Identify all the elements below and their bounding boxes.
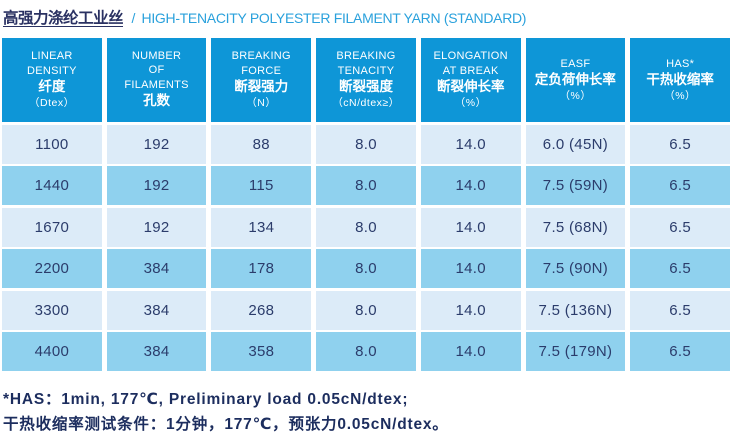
table-cell: 1440 [2, 166, 102, 205]
table-cell: 3300 [2, 290, 102, 330]
table-cell: 384 [106, 290, 207, 330]
table-cell: 14.0 [420, 166, 521, 205]
table-cell: 8.0 [316, 332, 416, 371]
table-cell: 8.0 [316, 166, 416, 205]
table-cell: 6.0 (45N) [525, 124, 626, 164]
column-header-en: HAS* [666, 57, 695, 70]
column-header-en: BREAKING TENACITY [336, 50, 396, 77]
footnote-chinese: 干热收缩率测试条件：1分钟，177℃，预张力0.05cN/dtex。 [3, 416, 449, 433]
column-header-en: NUMBER OF FILAMENTS [124, 50, 189, 91]
title-separator: / [131, 10, 136, 26]
column-header-unit: （%） [559, 89, 592, 102]
column-header-breaking-force: BREAKING FORCE 断裂强力 （N） [211, 38, 312, 122]
table-cell: 268 [211, 290, 312, 330]
table-cell: 6.5 [630, 290, 730, 330]
column-header-en: EASF [560, 57, 591, 70]
column-header-has: HAS* 干热收缩率 （%） [630, 38, 730, 122]
table-cell: 1670 [2, 207, 102, 247]
column-header-zh: 干热收缩率 [646, 71, 714, 87]
column-header-unit: （cN/dtex≥） [332, 96, 400, 109]
table-cell: 14.0 [420, 332, 521, 371]
column-header-number-of-filaments: NUMBER OF FILAMENTS 孔数 [106, 38, 207, 122]
column-header-zh: 断裂伸长率 [436, 79, 505, 95]
footnote-english: *HAS：1min, 177℃, Preliminary load 0.05cN… [3, 391, 409, 408]
table-cell: 384 [106, 332, 207, 371]
column-header-elongation-at-break: ELONGATION AT BREAK 断裂伸长率 （%） [420, 38, 521, 122]
table-cell: 1100 [2, 124, 102, 164]
column-header-zh: 断裂强力 [234, 79, 289, 95]
table-cell: 115 [211, 166, 312, 205]
table-cell: 8.0 [316, 249, 416, 288]
page-title: 高强力涤纶工业丝 / HIGH-TENACITY POLYESTER FILAM… [0, 0, 732, 28]
column-header-breaking-tenacity: BREAKING TENACITY 断裂强度 （cN/dtex≥） [316, 38, 416, 122]
column-header-en: LINEAR DENSITY [26, 50, 77, 77]
table-cell: 134 [211, 207, 312, 247]
table-cell: 14.0 [420, 249, 521, 288]
table-cell: 6.5 [630, 207, 730, 247]
table-cell: 8.0 [316, 207, 416, 247]
column-header-unit: （%） [664, 89, 697, 102]
title-english: HIGH-TENACITY POLYESTER FILAMENT YARN (S… [141, 10, 527, 26]
title-chinese: 高强力涤纶工业丝 [3, 10, 124, 27]
table-cell: 192 [106, 124, 207, 164]
table-cell: 358 [211, 332, 312, 371]
table-cell: 7.5 (90N) [525, 249, 626, 288]
spec-table: LINEAR DENSITY 纤度 （Dtex） NUMBER OF FILAM… [2, 38, 730, 371]
column-header-unit: （Dtex） [29, 96, 75, 109]
column-header-en: ELONGATION AT BREAK [433, 50, 508, 77]
table-cell: 192 [106, 207, 207, 247]
table-cell: 14.0 [420, 290, 521, 330]
footnotes: *HAS：1min, 177℃, Preliminary load 0.05cN… [3, 387, 732, 437]
table-cell: 6.5 [630, 124, 730, 164]
table-cell: 2200 [2, 249, 102, 288]
table-cell: 4400 [2, 332, 102, 371]
column-header-en: BREAKING FORCE [231, 50, 291, 77]
column-header-zh: 纤度 [38, 79, 66, 95]
table-cell: 8.0 [316, 290, 416, 330]
table-cell: 14.0 [420, 124, 521, 164]
column-header-unit: （%） [454, 96, 487, 109]
column-header-easf: EASF 定负荷伸长率 （%） [525, 38, 626, 122]
table-cell: 6.5 [630, 166, 730, 205]
table-cell: 7.5 (179N) [525, 332, 626, 371]
table-cell: 178 [211, 249, 312, 288]
table-cell: 7.5 (136N) [525, 290, 626, 330]
column-header-zh: 断裂强度 [338, 79, 393, 95]
table-cell: 88 [211, 124, 312, 164]
table-cell: 6.5 [630, 249, 730, 288]
table-cell: 7.5 (68N) [525, 207, 626, 247]
table-cell: 6.5 [630, 332, 730, 371]
table-cell: 192 [106, 166, 207, 205]
column-header-unit: （N） [246, 96, 277, 109]
column-header-zh: 孔数 [143, 93, 171, 108]
table-cell: 7.5 (59N) [525, 166, 626, 205]
table-cell: 8.0 [316, 124, 416, 164]
table-cell: 384 [106, 249, 207, 288]
table-cell: 14.0 [420, 207, 521, 247]
column-header-zh: 定负荷伸长率 [534, 71, 616, 87]
column-header-linear-density: LINEAR DENSITY 纤度 （Dtex） [2, 38, 102, 122]
